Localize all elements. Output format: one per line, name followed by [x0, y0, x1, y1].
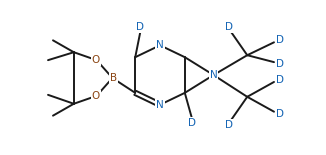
Text: D: D — [225, 120, 233, 130]
Text: D: D — [225, 22, 233, 32]
Text: N: N — [210, 70, 217, 80]
Text: D: D — [276, 35, 284, 45]
Text: D: D — [276, 75, 284, 85]
Text: D: D — [276, 109, 284, 119]
Text: B: B — [110, 73, 117, 83]
Text: D: D — [276, 59, 284, 69]
Text: O: O — [92, 55, 100, 65]
Text: N: N — [156, 40, 164, 50]
Text: D: D — [136, 22, 144, 32]
Text: D: D — [188, 118, 196, 128]
Text: N: N — [156, 100, 164, 110]
Text: O: O — [92, 91, 100, 101]
